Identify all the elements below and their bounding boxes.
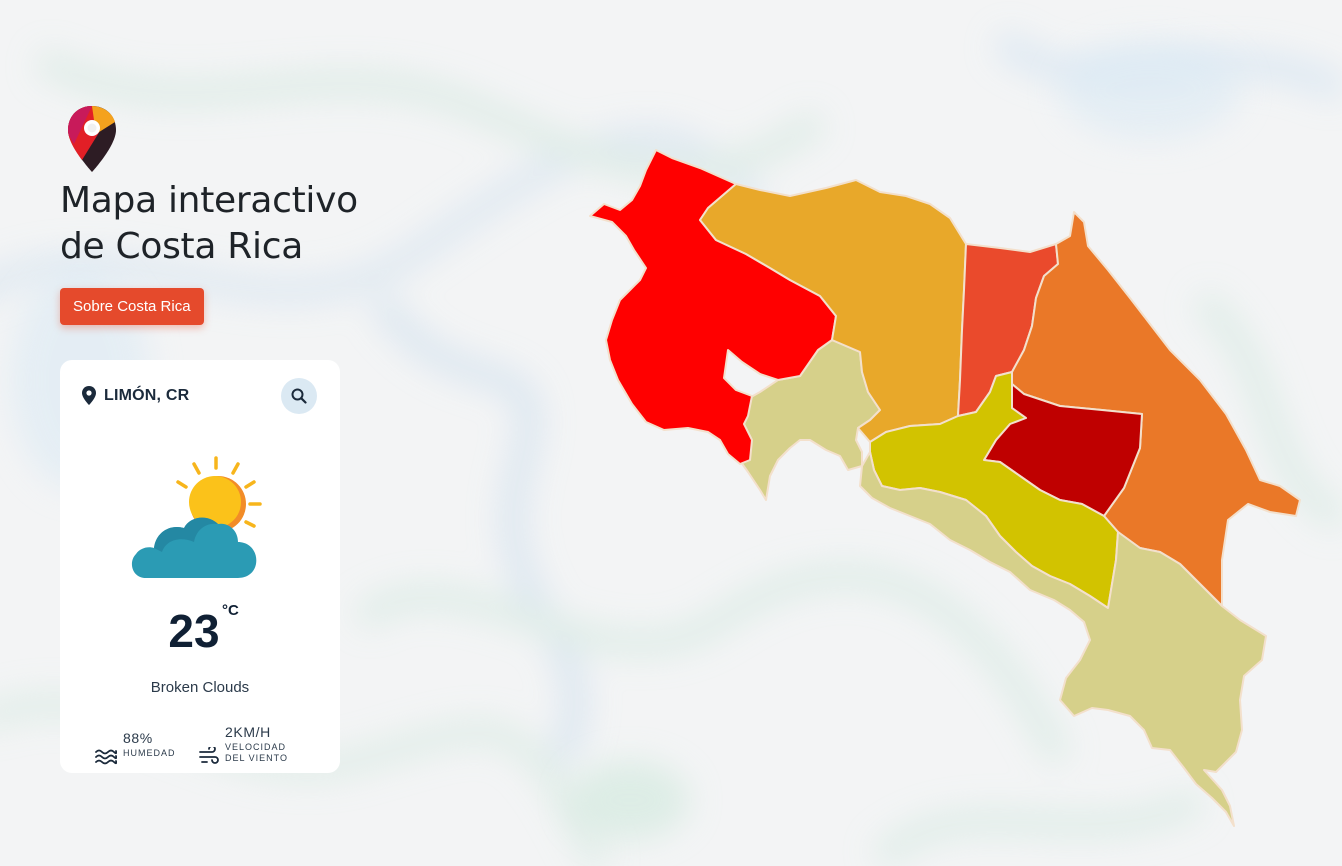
search-button[interactable]	[281, 378, 317, 414]
weather-description: Broken Clouds	[150, 679, 250, 696]
search-icon	[291, 388, 307, 404]
costa-rica-map	[589, 149, 1301, 827]
wind-label-line-2: DEL VIENTO	[225, 753, 289, 763]
weather-card: LIMÓN, CR 23 °C Broken Clouds 88%	[60, 360, 340, 773]
wind-label-line-1: VELOCIDAD	[225, 742, 287, 752]
humidity-icon	[95, 749, 117, 765]
location-pin-icon	[82, 386, 96, 405]
title-line-1: Mapa interactivo	[60, 180, 358, 221]
wind-icon	[199, 747, 219, 764]
sun-behind-cloud-icon	[131, 456, 262, 578]
temperature-unit: °C	[222, 602, 239, 619]
wind-label: VELOCIDAD DEL VIENTO	[225, 742, 288, 764]
title-line-2: de Costa Rica	[60, 226, 303, 267]
humidity-value: 88%	[123, 730, 153, 746]
temperature: 23	[168, 605, 220, 657]
map-pin-logo	[68, 106, 116, 172]
humidity-label: HUMEDAD	[123, 748, 176, 758]
province-puntarenas-south[interactable]	[859, 451, 1267, 827]
about-costa-rica-button[interactable]: Sobre Costa Rica	[60, 288, 204, 325]
location-name: LIMÓN, CR	[104, 386, 190, 404]
page-title: Mapa interactivo de Costa Rica	[60, 178, 400, 270]
location: LIMÓN, CR	[82, 386, 189, 405]
wind-value: 2KM/H	[225, 724, 271, 740]
